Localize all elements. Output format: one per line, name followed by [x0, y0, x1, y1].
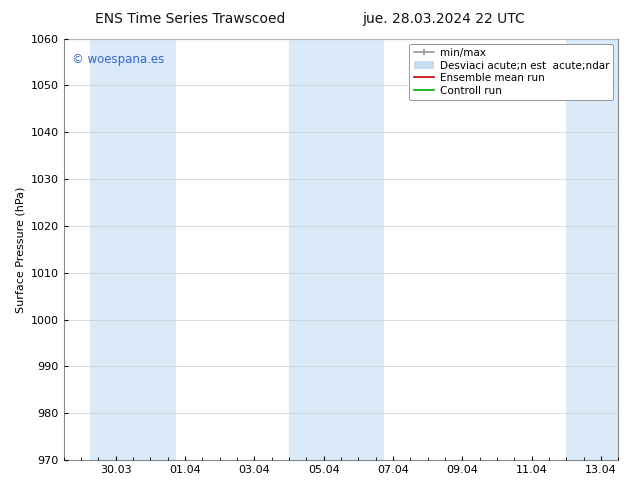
Text: © woespana.es: © woespana.es [72, 53, 164, 66]
Legend: min/max, Desviaci acute;n est  acute;ndar, Ensemble mean run, Controll run: min/max, Desviaci acute;n est acute;ndar… [410, 44, 613, 100]
Y-axis label: Surface Pressure (hPa): Surface Pressure (hPa) [15, 186, 25, 313]
Bar [566, 39, 619, 460]
Bar [89, 39, 176, 460]
Bar [289, 39, 384, 460]
Text: ENS Time Series Trawscoed: ENS Time Series Trawscoed [95, 12, 285, 26]
Text: jue. 28.03.2024 22 UTC: jue. 28.03.2024 22 UTC [363, 12, 525, 26]
